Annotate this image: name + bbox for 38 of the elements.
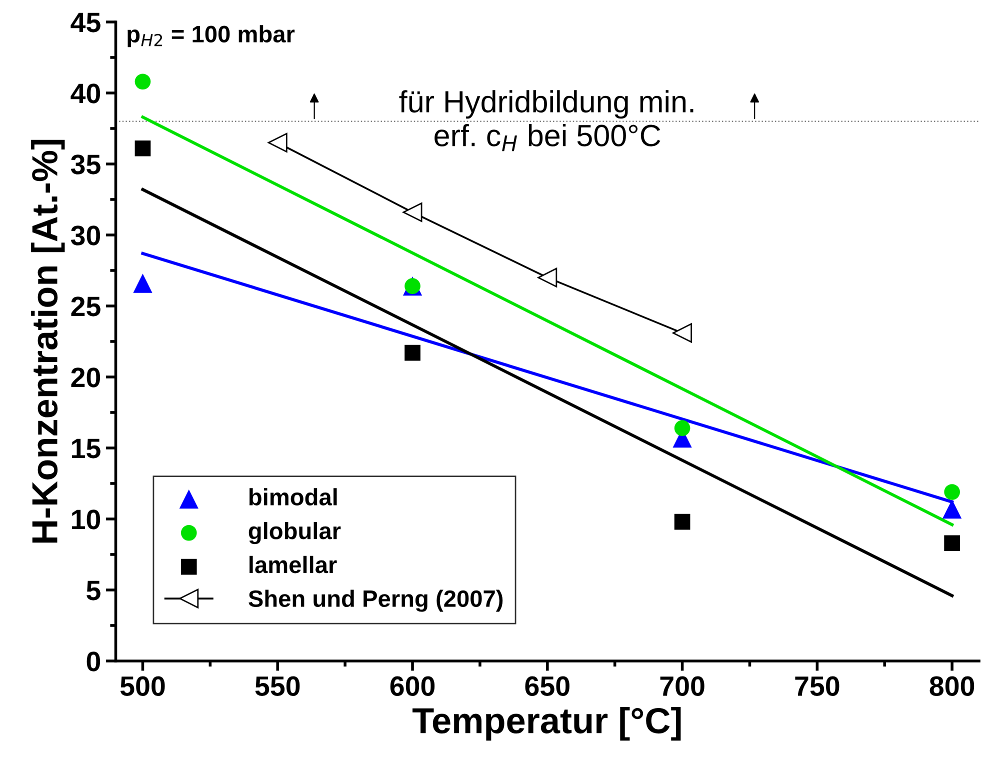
y-tick-label: 5 [86, 580, 100, 600]
y-tick-label: 25 [71, 296, 100, 316]
point [538, 268, 558, 288]
legend-label: Shen und Perng (2007) [248, 590, 503, 612]
point [944, 484, 960, 500]
x-tick-label: 800 [930, 676, 974, 696]
y-tick-label: 40 [70, 84, 100, 104]
y-tick-label: 45 [70, 12, 100, 32]
point [942, 499, 962, 519]
point [134, 74, 151, 90]
point [674, 420, 690, 436]
point [133, 274, 152, 293]
x-axis-title: Temperatur [°C] [412, 707, 681, 741]
legend-label: globular [248, 522, 341, 544]
point [134, 140, 151, 156]
x-tick-label: 600 [390, 676, 435, 696]
y-tick-label: 35 [70, 154, 100, 174]
y-tick-label: 20 [71, 368, 100, 388]
ref-line-label: für Hydridbildung min. erf. c$_{H}$ bei 500°C [399, 90, 694, 152]
x-tick-label: 550 [255, 676, 300, 696]
legend-label: lamellar [250, 556, 337, 574]
x-tick-label: 500 [120, 676, 165, 696]
point [268, 132, 288, 152]
annotation: p$_{H2}$ = 100 mbar [128, 25, 295, 48]
point [404, 344, 420, 361]
y-tick-label: 30 [70, 226, 100, 246]
point [944, 535, 960, 552]
x-tick-label: 750 [795, 676, 840, 696]
legend-label: bimodal [249, 488, 337, 506]
y-tick-label: 0 [86, 652, 100, 672]
point [674, 514, 690, 530]
point [672, 323, 692, 343]
y-axis-title: H-Konzentration [At.-%] [31, 140, 65, 543]
x-tick-label: 700 [660, 676, 704, 696]
point [402, 202, 422, 222]
x-tick-label: 650 [525, 676, 570, 696]
y-tick-label: 10 [72, 510, 100, 530]
y-tick-label: 15 [72, 438, 100, 458]
